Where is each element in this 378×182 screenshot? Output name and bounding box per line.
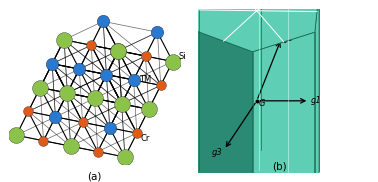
Point bbox=[130, 78, 136, 81]
Point bbox=[146, 108, 152, 111]
Polygon shape bbox=[253, 32, 315, 182]
Point bbox=[64, 92, 70, 94]
Point bbox=[91, 97, 98, 100]
Point bbox=[79, 121, 85, 124]
Text: G: G bbox=[259, 99, 265, 108]
Point bbox=[119, 102, 125, 105]
Point bbox=[122, 156, 128, 159]
Polygon shape bbox=[199, 0, 261, 170]
Point bbox=[53, 115, 59, 118]
Point bbox=[37, 86, 43, 89]
Text: TM: TM bbox=[139, 75, 151, 84]
Polygon shape bbox=[195, 0, 199, 182]
Point bbox=[104, 73, 110, 76]
Point bbox=[13, 134, 19, 137]
Point bbox=[25, 110, 31, 113]
Point bbox=[95, 150, 101, 153]
Text: g2: g2 bbox=[283, 34, 294, 43]
Point bbox=[115, 49, 121, 52]
Text: (a): (a) bbox=[87, 171, 102, 181]
Point bbox=[76, 68, 82, 71]
Polygon shape bbox=[195, 0, 319, 52]
Point bbox=[170, 60, 176, 63]
Polygon shape bbox=[195, 150, 319, 182]
Point bbox=[158, 84, 164, 87]
Text: (b): (b) bbox=[273, 161, 287, 171]
Point bbox=[64, 92, 70, 94]
Point bbox=[49, 62, 55, 65]
Point bbox=[104, 73, 110, 76]
Point bbox=[143, 55, 149, 58]
Polygon shape bbox=[315, 0, 319, 182]
Point bbox=[115, 49, 121, 52]
Point bbox=[107, 126, 113, 129]
Point bbox=[134, 132, 140, 135]
Text: g3: g3 bbox=[212, 148, 222, 157]
Point bbox=[119, 102, 125, 105]
Point bbox=[61, 38, 67, 41]
Polygon shape bbox=[195, 30, 253, 182]
Text: Si: Si bbox=[178, 52, 186, 61]
Point bbox=[100, 20, 106, 23]
Point bbox=[88, 44, 94, 47]
Text: g1: g1 bbox=[311, 96, 322, 105]
Point bbox=[40, 139, 46, 142]
Text: Cr: Cr bbox=[140, 134, 149, 143]
Point bbox=[155, 31, 161, 34]
Point bbox=[68, 145, 74, 148]
Point bbox=[49, 62, 55, 65]
Polygon shape bbox=[261, 0, 319, 171]
